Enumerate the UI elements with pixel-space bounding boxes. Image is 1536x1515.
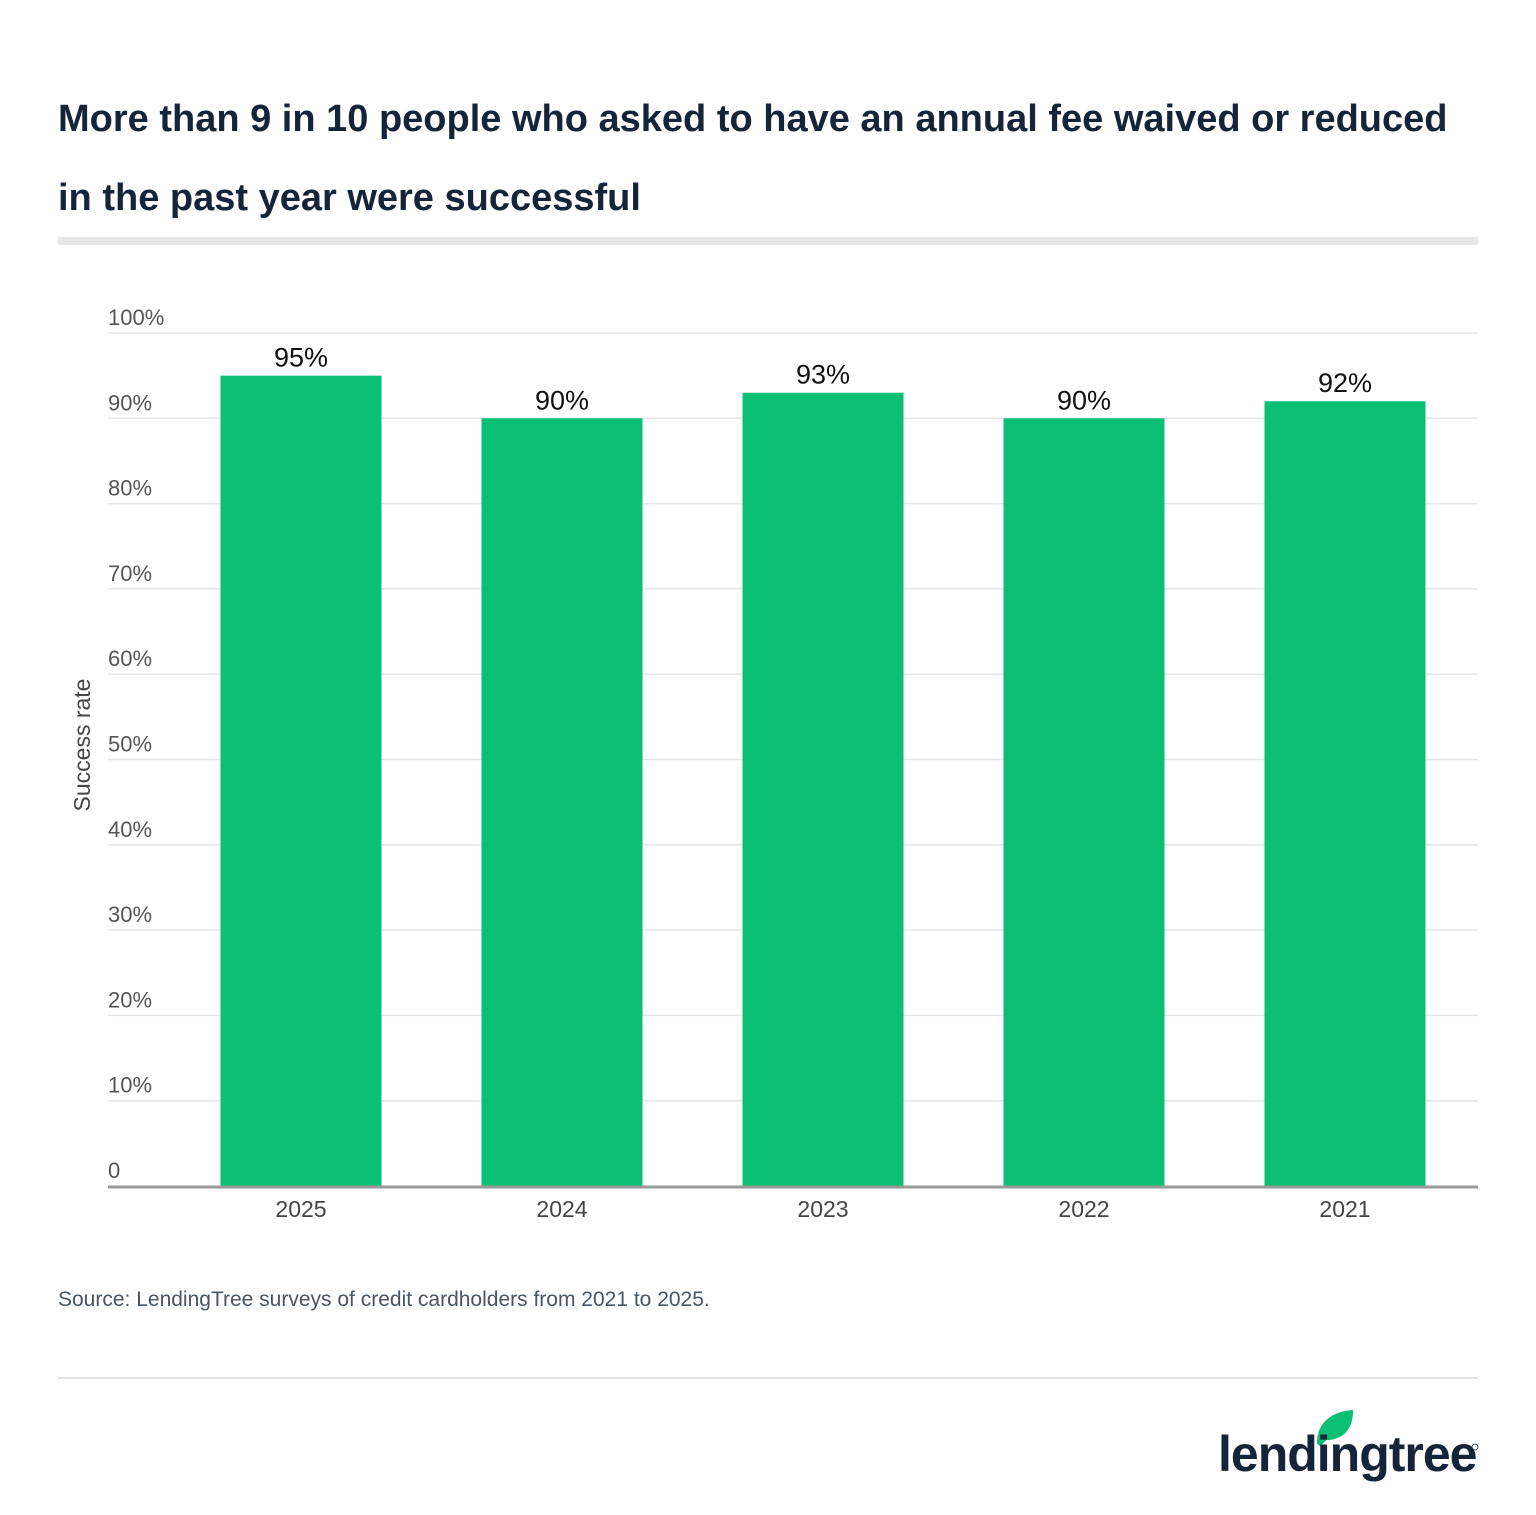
- y-tick-label: 40%: [108, 817, 152, 842]
- bar: [481, 418, 643, 1186]
- bar: [1003, 418, 1165, 1186]
- source-note: Source: LendingTree surveys of credit ca…: [58, 1288, 710, 1311]
- y-tick-label: 50%: [108, 732, 152, 757]
- bar: [220, 375, 382, 1186]
- bar: [742, 392, 904, 1187]
- y-tick-label: 90%: [108, 390, 152, 415]
- svg-text:lendingtree: lendingtree: [1218, 1426, 1477, 1482]
- data-label: 90%: [1057, 385, 1111, 415]
- x-tick-label: 2021: [1319, 1196, 1370, 1222]
- x-tick-label: 2022: [1058, 1196, 1109, 1222]
- title-divider: [58, 237, 1478, 245]
- data-label: 92%: [1318, 368, 1372, 398]
- y-axis-label: Success rate: [69, 679, 95, 812]
- y-tick-label: 80%: [108, 476, 152, 501]
- x-tick-label: 2024: [536, 1196, 587, 1222]
- y-tick-label: 0: [108, 1158, 120, 1183]
- chart-title: More than 9 in 10 people who asked to ha…: [58, 98, 1448, 219]
- data-label: 93%: [796, 360, 850, 390]
- leaf-icon: [1316, 1409, 1354, 1447]
- y-tick-label: 30%: [108, 902, 152, 927]
- y-tick-label: 20%: [108, 987, 152, 1012]
- data-label: 95%: [274, 343, 328, 373]
- y-tick-label: 70%: [108, 561, 152, 586]
- footer-divider: [58, 1377, 1478, 1379]
- y-tick-label: 100%: [108, 305, 164, 330]
- y-tick-label: 60%: [108, 646, 152, 671]
- data-label: 90%: [535, 385, 589, 415]
- x-tick-label: 2025: [275, 1196, 326, 1222]
- lendingtree-logo: lendingtree: [1218, 1409, 1479, 1482]
- bar: [1264, 401, 1426, 1186]
- y-tick-label: 10%: [108, 1073, 152, 1098]
- x-tick-label: 2023: [797, 1196, 848, 1222]
